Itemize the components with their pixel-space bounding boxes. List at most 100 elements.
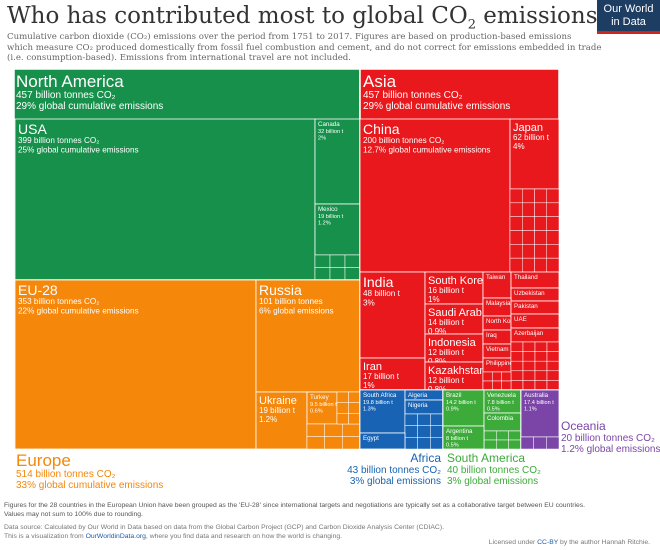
country-label-south-africa: South Africa bbox=[363, 392, 397, 399]
country-value-russia: 101 billion tonnes bbox=[259, 297, 323, 306]
minor-country-tile bbox=[404, 425, 418, 438]
country-share-canada: 2% bbox=[318, 135, 326, 141]
country-value-brazil: 14.2 billion t bbox=[446, 400, 476, 406]
minor-country-tile bbox=[522, 230, 535, 245]
cc-by-link[interactable]: CC-BY bbox=[537, 539, 559, 546]
country-share-venezuela: 0.5% bbox=[487, 406, 500, 412]
country-value-ukraine: 19 billion t bbox=[259, 406, 296, 415]
country-value-china: 200 billion tonnes CO₂ bbox=[363, 136, 444, 145]
minor-country-tile bbox=[430, 425, 444, 438]
country-label-indonesia: Indonesia bbox=[428, 337, 477, 349]
country-japan bbox=[509, 118, 560, 190]
country-canada bbox=[314, 118, 361, 205]
minor-country-tile bbox=[404, 437, 418, 450]
minor-country-tile bbox=[534, 370, 548, 381]
country-label-pakistan: Pakistan bbox=[514, 303, 538, 310]
region-label-asia: Asia bbox=[363, 72, 397, 91]
region-share-africa: 3% global emissions bbox=[350, 476, 441, 487]
minor-country-tile bbox=[509, 230, 523, 245]
country-label-azerbaijan: Azerbaijan bbox=[514, 330, 544, 337]
minor-country-tile bbox=[348, 391, 361, 403]
minor-country-tile bbox=[404, 413, 418, 426]
country-label-philippines: Philippines bbox=[486, 360, 516, 367]
country-value-australia: 17.4 billion t bbox=[524, 400, 554, 406]
country-label-algeria: Algeria bbox=[408, 392, 428, 399]
region-label-south_america: South America bbox=[447, 451, 525, 465]
country-kazakhstan bbox=[424, 361, 484, 391]
minor-country-tile bbox=[482, 371, 493, 382]
country-label-ukraine: Ukraine bbox=[259, 395, 297, 407]
country-label-south-korea: South Korea bbox=[428, 275, 490, 287]
minor-country-tile bbox=[342, 423, 361, 437]
country-share-turkey: 0.6% bbox=[310, 408, 323, 414]
minor-country-tile bbox=[417, 413, 431, 426]
region-label-oceania: Oceania bbox=[561, 419, 606, 433]
minor-country-tile bbox=[344, 254, 361, 268]
country-value-saudi-arabia: 14 billion t bbox=[428, 318, 465, 327]
region-label-north_america: North America bbox=[16, 72, 124, 91]
country-value-india: 48 billion t bbox=[363, 289, 401, 298]
minor-country-tile bbox=[522, 370, 536, 381]
minor-country-tile bbox=[546, 257, 560, 273]
minor-country-tile bbox=[534, 257, 547, 273]
country-value-canada: 32 billion t bbox=[318, 129, 344, 135]
minor-country-tile bbox=[509, 188, 523, 204]
minor-country-tile bbox=[533, 436, 547, 450]
country-share-saudi-arabia: 0.9% bbox=[428, 327, 446, 336]
owid-logo[interactable]: Our World in Data bbox=[597, 0, 660, 34]
country-label-turkey: Turkey bbox=[310, 394, 330, 401]
country-label-eu-28: EU-28 bbox=[18, 282, 58, 298]
country-value-argentina: 8 billion t bbox=[446, 436, 469, 442]
minor-country-tile bbox=[509, 244, 523, 259]
minor-country-tile bbox=[534, 360, 548, 372]
minor-country-tile bbox=[496, 430, 509, 441]
minor-country-tile bbox=[546, 216, 560, 231]
chart-subtitle: Cumulative carbon dioxide (CO₂) emission… bbox=[7, 32, 602, 63]
region-value-south_america: 40 billion tonnes CO₂ bbox=[447, 465, 541, 476]
minor-country-tile bbox=[417, 425, 431, 438]
minor-country-tile bbox=[342, 436, 361, 450]
region-share-north_america: 29% global cumulative emissions bbox=[16, 101, 163, 112]
country-south-korea bbox=[424, 271, 484, 305]
minor-country-tile bbox=[492, 371, 502, 382]
country-share-australia: 1.1% bbox=[524, 406, 537, 412]
country-value-turkey: 9.5 billion t bbox=[310, 402, 337, 408]
region-value-asia: 457 billion tonnes CO₂ bbox=[363, 90, 463, 101]
country-value-kazakhstan: 12 billion t bbox=[428, 376, 465, 385]
country-share-japan: 4% bbox=[513, 142, 525, 151]
region-value-north_america: 457 billion tonnes CO₂ bbox=[16, 90, 116, 101]
minor-country-tile bbox=[324, 423, 343, 437]
country-share-china: 12.7% global cumulative emissions bbox=[363, 145, 490, 154]
minor-country-tile bbox=[522, 202, 535, 217]
minor-country-tile bbox=[482, 380, 493, 391]
country-label-north-korea: North Korea bbox=[486, 318, 520, 325]
country-label-vietnam: Vietnam bbox=[486, 346, 509, 353]
minor-country-tile bbox=[348, 402, 361, 414]
country-label-taiwan: Taiwan bbox=[486, 274, 506, 281]
country-label-india: India bbox=[363, 274, 394, 290]
country-saudi-arabia bbox=[424, 303, 484, 335]
minor-country-tile bbox=[522, 341, 536, 352]
country-share-brazil: 0.9% bbox=[446, 406, 459, 412]
country-label-malaysia: Malaysia bbox=[486, 300, 511, 307]
minor-country-tile bbox=[546, 188, 560, 204]
region-label-europe: Europe bbox=[16, 451, 71, 470]
minor-country-tile bbox=[534, 380, 548, 391]
country-share-eu-28: 22% global cumulative emissions bbox=[18, 306, 139, 315]
minor-country-tile bbox=[534, 202, 547, 217]
country-share-indonesia: 0.8% bbox=[428, 357, 446, 366]
country-label-brazil: Brazil bbox=[446, 392, 461, 399]
country-share-south-korea: 1% bbox=[428, 295, 440, 304]
country-india bbox=[359, 271, 426, 359]
minor-country-tile bbox=[492, 380, 502, 391]
minor-country-tile bbox=[510, 341, 524, 352]
country-value-indonesia: 12 billion t bbox=[428, 348, 465, 357]
minor-country-tile bbox=[522, 216, 535, 231]
country-share-russia: 6% global emissions bbox=[259, 306, 334, 315]
owid-link[interactable]: OurWorldinData.org bbox=[85, 532, 146, 540]
country-label-iran: Iran bbox=[363, 361, 382, 373]
minor-country-tile bbox=[520, 436, 534, 450]
region-label-africa: Africa bbox=[410, 451, 441, 465]
region-value-europe: 514 billion tonnes CO₂ bbox=[16, 469, 116, 480]
